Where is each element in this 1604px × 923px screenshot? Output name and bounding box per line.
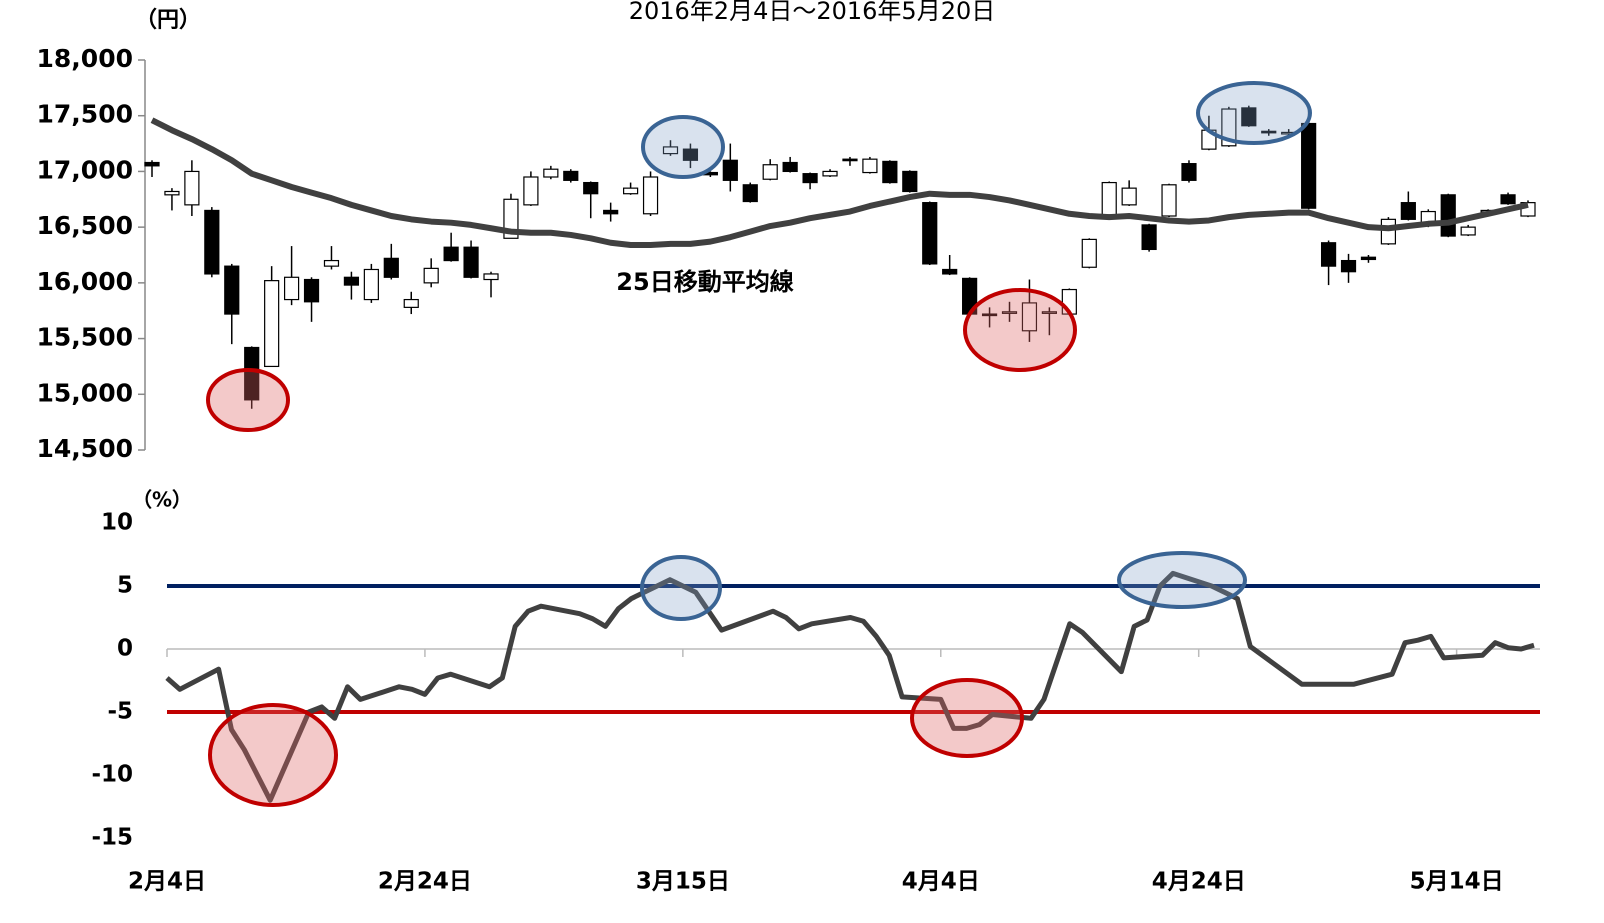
y-axis-unit: （円） [135, 8, 201, 33]
candle-body [1121, 187, 1137, 206]
candle-body [1241, 107, 1257, 127]
candle-body [1340, 259, 1357, 273]
candle-body [642, 176, 659, 215]
candle-body [1161, 184, 1177, 217]
x-tick-label: 5月14日 [1410, 869, 1504, 895]
candle-body [902, 170, 918, 193]
candle-body [942, 268, 958, 275]
candle-body [981, 313, 998, 317]
candle-body [363, 268, 379, 301]
candle-body [563, 170, 579, 181]
candle-body [583, 181, 599, 195]
candle-body [882, 160, 898, 184]
highlight-high [641, 115, 725, 179]
y-tick-label: 17,000 [37, 155, 133, 184]
candle-body [283, 276, 300, 301]
candle-body [443, 246, 459, 262]
candle-body [1440, 194, 1456, 237]
y-tick-label: 16,000 [37, 267, 133, 296]
y-tick-label: 15,500 [37, 323, 133, 352]
candle-body [303, 278, 320, 303]
candle-body [1101, 181, 1117, 216]
candle-body [662, 146, 679, 155]
candle-body [782, 161, 798, 173]
y-tick-label: 0 [117, 636, 133, 662]
y-tick-label: 18,000 [37, 44, 133, 73]
candle-body [842, 158, 858, 162]
chart-title: 2016年2月4日～2016年5月20日 [629, 0, 996, 25]
candle-body [722, 159, 738, 181]
candle-body [423, 267, 439, 284]
candle-body [1041, 311, 1057, 314]
y-tick-label: 16,500 [37, 211, 133, 240]
x-tick-label: 3月15日 [636, 869, 730, 895]
candle-body [1320, 242, 1337, 267]
candle-body [224, 265, 240, 315]
moving-average-line [150, 117, 1529, 248]
plot: 14,500 15,000 15,500 16,000 16,500 17,000 17,5… [37, 44, 1540, 895]
x-tick-label: 2月24日 [378, 869, 472, 895]
candle-body [383, 257, 399, 278]
candle-body [682, 148, 699, 161]
candle-body [1380, 218, 1397, 245]
candle-body [1221, 108, 1237, 147]
x-tick-label: 2月4日 [128, 869, 206, 895]
candle-body [1360, 256, 1377, 261]
candle-body [403, 298, 419, 308]
candle-body [463, 246, 479, 278]
candle-body [623, 187, 639, 195]
highlight-low [910, 678, 1024, 758]
candle-body [184, 170, 200, 206]
candle-body [483, 273, 499, 281]
y-axis-unit: （%） [132, 488, 192, 512]
candle-body [144, 161, 160, 167]
candle-body [1001, 311, 1018, 314]
candle-body [1400, 202, 1416, 220]
y-tick-label: 15,000 [37, 378, 133, 407]
candle-body [523, 176, 539, 206]
candle-body [1141, 224, 1157, 251]
deviation-line [165, 570, 1535, 803]
candle-body [762, 164, 778, 180]
candle-body [802, 173, 818, 184]
candle-body [244, 346, 260, 401]
candle-body [164, 190, 180, 196]
candle-body [323, 259, 340, 267]
candle-body [742, 184, 758, 203]
candle-body [1181, 163, 1197, 181]
x-tick-label: 4月24日 [1152, 869, 1246, 895]
y-tick-label: -5 [107, 699, 133, 725]
highlight-low [206, 368, 290, 432]
y-tick-label: 5 [117, 573, 133, 599]
candle-body [204, 209, 220, 275]
candle-body [1081, 238, 1097, 268]
candle-body [862, 158, 878, 174]
candle-body [822, 170, 838, 177]
annotation: 25日移動平均線 [616, 268, 793, 296]
candle-body [603, 209, 619, 215]
candle-body [543, 168, 559, 178]
candle-body [1261, 130, 1277, 134]
x-tick-label: 4月4日 [902, 869, 980, 895]
candle-body [1500, 194, 1516, 205]
y-tick-label: -15 [91, 825, 133, 851]
candle-body [1021, 302, 1038, 332]
highlight-high [640, 555, 722, 621]
y-tick-label: 10 [101, 510, 133, 536]
candle-body [922, 202, 938, 265]
highlight-high [1196, 81, 1312, 145]
highlights [206, 81, 1312, 807]
highlight-high [1117, 551, 1247, 609]
y-tick-label: 14,500 [37, 434, 133, 463]
candle-body [1460, 226, 1476, 236]
highlight-low [208, 703, 338, 807]
candle-body [1301, 122, 1317, 209]
candle-body [264, 280, 280, 368]
highlight-low [963, 288, 1077, 372]
candle-body [343, 276, 360, 286]
y-tick-label: -10 [91, 762, 133, 788]
y-tick-label: 17,500 [37, 100, 133, 129]
